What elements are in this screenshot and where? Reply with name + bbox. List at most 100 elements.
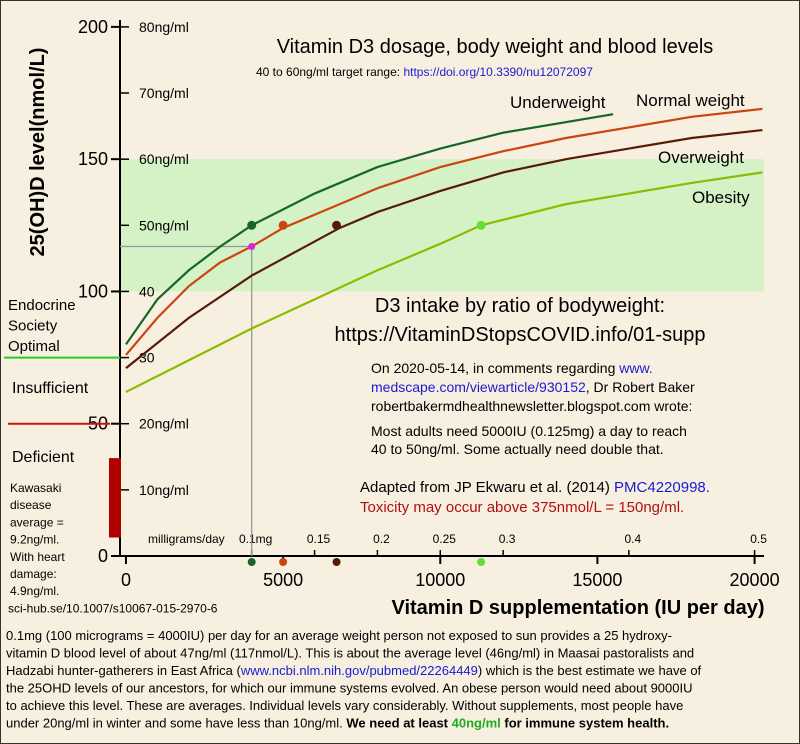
text-segment: for immune system health. bbox=[501, 716, 669, 731]
chart-title: Vitamin D3 dosage, body weight and blood… bbox=[277, 36, 714, 58]
optimal-label: Optimal bbox=[8, 338, 60, 355]
x2-tick-label: 0.5 bbox=[750, 532, 767, 546]
text-segment: We need at least bbox=[346, 716, 451, 731]
y2-tick-label: 40 bbox=[139, 283, 155, 299]
x2-tick-label: 0.25 bbox=[433, 532, 457, 546]
axis-marker bbox=[332, 558, 341, 566]
series-line bbox=[125, 128, 763, 370]
kawasaki-label: 4.9ng/ml. bbox=[10, 584, 59, 598]
y2-tick-label: 80ng/ml bbox=[139, 19, 189, 35]
undefined: the 25OHD levels of our ancestors, for w… bbox=[6, 681, 693, 696]
y-axis-title: 25(OH)D level(nmol/L) bbox=[27, 48, 49, 257]
text-segment: https://doi.org/10.3390/nu12072097 bbox=[403, 65, 593, 79]
kawasaki-label: sci-hub.se/10.1007/s10067-015-2970-6 bbox=[8, 601, 218, 615]
y2-tick-label: 70ng/ml bbox=[139, 85, 189, 101]
y2-tick-label: 10ng/ml bbox=[139, 482, 189, 498]
y-tick-label: 150 bbox=[78, 149, 108, 169]
undefined: medscape.com/viewarticle/930152, Dr Robe… bbox=[371, 379, 695, 395]
reference-point bbox=[248, 242, 256, 250]
text-segment: 40 to 50ng/ml. Some actually need double… bbox=[371, 441, 664, 457]
series-line bbox=[125, 107, 763, 356]
undefined: 0.1mg (100 micrograms = 4000IU) per day … bbox=[6, 628, 672, 643]
series-label: Underweight bbox=[510, 93, 606, 112]
x-tick-label: 20000 bbox=[730, 570, 780, 590]
undefined: Hadzabi hunter-gatherers in East Africa … bbox=[6, 663, 702, 678]
intake-link: https://VitaminDStopsCOVID.info/01-supp bbox=[335, 324, 706, 346]
x-tick-label: 15000 bbox=[572, 570, 622, 590]
axis-marker bbox=[477, 558, 486, 566]
marker bbox=[278, 220, 288, 230]
axis-marker bbox=[279, 558, 288, 566]
text-segment: medscape.com/viewarticle/930152 bbox=[371, 379, 586, 395]
series-label: Overweight bbox=[658, 148, 744, 167]
marker bbox=[332, 220, 342, 230]
x2-tick-label: 0.3 bbox=[499, 532, 516, 546]
x2-tick-label: 0.2 bbox=[373, 532, 390, 546]
text-segment: vitamin D blood level of about 47ng/ml (… bbox=[6, 646, 694, 661]
x2-tick-label: 0.4 bbox=[625, 532, 642, 546]
text-segment: www.ncbi.nlm.nih.gov/pubmed/22264449 bbox=[240, 663, 478, 678]
kawasaki-label: disease bbox=[10, 498, 52, 512]
undefined: Most adults need 5000IU (0.125mg) a day … bbox=[371, 423, 687, 439]
y-tick-label: 100 bbox=[78, 281, 108, 301]
insufficient-label: Insufficient bbox=[12, 380, 89, 397]
series-line bbox=[125, 113, 614, 345]
kawasaki-label: 9.2ng/ml. bbox=[10, 533, 59, 547]
undefined: 40 to 50ng/ml. Some actually need double… bbox=[371, 441, 664, 457]
x2-tick-label: 0.1mg bbox=[239, 532, 272, 546]
x2-tick-label: 0.15 bbox=[307, 532, 331, 546]
series-line bbox=[125, 171, 763, 393]
y-tick-label: 0 bbox=[98, 546, 108, 566]
text-segment: On 2020-05-14, in comments regarding bbox=[371, 360, 619, 376]
x-tick-label: 5000 bbox=[263, 570, 303, 590]
x-tick-label: 10000 bbox=[415, 570, 465, 590]
y2-tick-label: 60ng/ml bbox=[139, 151, 189, 167]
undefined: Toxicity may occur above 375nmol/L = 150… bbox=[360, 499, 684, 516]
y-tick-label: 200 bbox=[78, 17, 108, 37]
text-segment: www. bbox=[618, 360, 652, 376]
text-segment: PMC4220998. bbox=[614, 479, 710, 496]
undefined: Adapted from JP Ekwaru et al. (2014) PMC… bbox=[360, 479, 710, 496]
text-segment: to achieve this level. These are average… bbox=[6, 698, 683, 713]
undefined: vitamin D blood level of about 47ng/ml (… bbox=[6, 646, 694, 661]
marker bbox=[476, 220, 486, 230]
y2-tick-label: 20ng/ml bbox=[139, 416, 189, 432]
text-segment: under 20ng/ml in winter and some have le… bbox=[6, 716, 346, 731]
undefined: robertbakermdhealthnewsletter.blogspot.c… bbox=[371, 398, 692, 414]
x-tick-label: 0 bbox=[121, 570, 131, 590]
marker bbox=[247, 220, 257, 230]
intake-title: D3 intake by ratio of bodyweight: bbox=[375, 295, 665, 317]
undefined: 40 to 60ng/ml target range: https://doi.… bbox=[256, 65, 593, 79]
optimal-label: Society bbox=[8, 318, 58, 335]
series-label: Obesity bbox=[692, 188, 750, 207]
text-segment: robertbakermdhealthnewsletter.blogspot.c… bbox=[371, 398, 692, 414]
x2-axis-label: milligrams/day bbox=[148, 532, 225, 546]
text-segment: Toxicity may occur above 375nmol/L = 150… bbox=[360, 499, 684, 516]
undefined: On 2020-05-14, in comments regarding www… bbox=[371, 360, 653, 376]
text-segment: 40 to 60ng/ml target range: bbox=[256, 65, 403, 79]
kawasaki-label: Kawasaki bbox=[10, 481, 61, 495]
series-label: Normal weight bbox=[636, 91, 745, 110]
text-segment: Hadzabi hunter-gatherers in East Africa … bbox=[6, 663, 242, 678]
undefined: under 20ng/ml in winter and some have le… bbox=[6, 716, 669, 731]
kawasaki-bar bbox=[109, 458, 121, 538]
optimal-label: Endocrine bbox=[8, 297, 76, 314]
text-segment: Adapted from JP Ekwaru et al. (2014) bbox=[360, 479, 614, 496]
kawasaki-label: damage: bbox=[10, 567, 57, 581]
axis-marker bbox=[247, 558, 256, 566]
target-band bbox=[120, 159, 764, 292]
deficient-label: Deficient bbox=[12, 449, 75, 466]
kawasaki-label: With heart bbox=[10, 550, 65, 564]
text-segment: 0.1mg (100 micrograms = 4000IU) per day … bbox=[6, 628, 672, 643]
kawasaki-label: average = bbox=[10, 515, 64, 529]
undefined: to achieve this level. These are average… bbox=[6, 698, 683, 713]
text-segment: ) which is the best estimate we have of bbox=[478, 663, 702, 678]
text-segment: Most adults need 5000IU (0.125mg) a day … bbox=[371, 423, 687, 439]
y2-tick-label: 50ng/ml bbox=[139, 217, 189, 233]
x-axis-title: Vitamin D supplementation (IU per day) bbox=[391, 597, 764, 619]
text-segment: the 25OHD levels of our ancestors, for w… bbox=[6, 681, 693, 696]
text-segment: 40ng/ml bbox=[452, 716, 501, 731]
text-segment: , Dr Robert Baker bbox=[586, 379, 695, 395]
